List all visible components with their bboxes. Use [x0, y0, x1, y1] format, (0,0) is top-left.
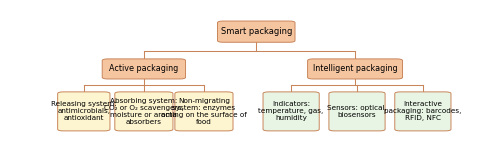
FancyBboxPatch shape — [329, 92, 385, 131]
FancyBboxPatch shape — [263, 92, 319, 131]
FancyBboxPatch shape — [115, 92, 173, 131]
Text: Smart packaging: Smart packaging — [220, 27, 292, 36]
Text: Interactive
packaging: barcodes,
RFID, NFC: Interactive packaging: barcodes, RFID, N… — [384, 101, 462, 121]
Text: Releasing system:
antimicrobials,
antioxidant: Releasing system: antimicrobials, antiox… — [51, 101, 116, 121]
FancyBboxPatch shape — [218, 21, 295, 42]
FancyBboxPatch shape — [308, 59, 402, 79]
FancyBboxPatch shape — [395, 92, 451, 131]
FancyBboxPatch shape — [58, 92, 110, 131]
Text: Non-migrating
system: enzymes
acting on the surface of
food: Non-migrating system: enzymes acting on … — [161, 98, 247, 125]
Text: Indicators:
temperature, gas,
humidity: Indicators: temperature, gas, humidity — [258, 101, 324, 121]
Text: Active packaging: Active packaging — [109, 64, 178, 73]
FancyBboxPatch shape — [102, 59, 186, 79]
Text: Absorbing system:
CO₂ or O₂ scavengers,
moisture or aroma
absorbers: Absorbing system: CO₂ or O₂ scavengers, … — [104, 98, 184, 125]
Text: Intelligent packaging: Intelligent packaging — [313, 64, 398, 73]
FancyBboxPatch shape — [175, 92, 233, 131]
Text: Sensors: optical,
biosensors: Sensors: optical, biosensors — [327, 105, 387, 118]
